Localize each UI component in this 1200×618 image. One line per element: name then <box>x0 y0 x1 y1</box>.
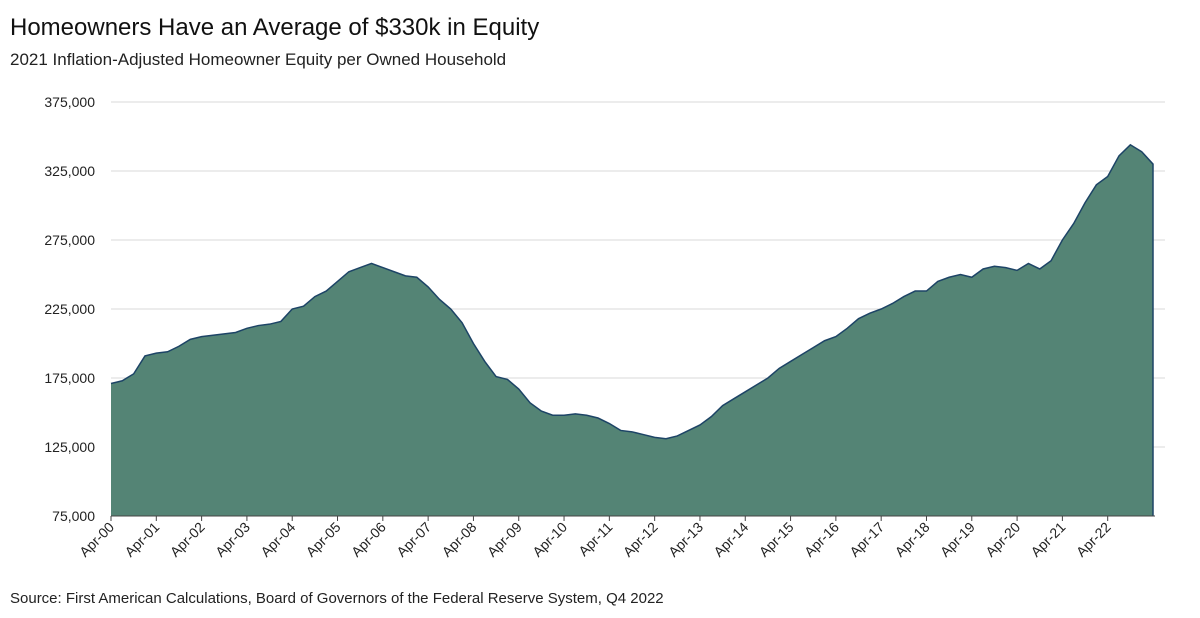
x-tick-label: Apr-14 <box>710 519 751 560</box>
x-tick-label: Apr-05 <box>303 519 344 560</box>
x-tick-label: Apr-10 <box>529 519 570 560</box>
x-tick-label: Apr-09 <box>484 519 525 560</box>
x-tick-label: Apr-12 <box>620 519 661 560</box>
x-tick-label: Apr-04 <box>257 519 298 560</box>
x-tick-label: Apr-22 <box>1073 519 1114 560</box>
x-tick-label: Apr-02 <box>167 519 208 560</box>
x-tick-label: Apr-13 <box>665 519 706 560</box>
y-axis: 75,000 125,000 175,000 225,000 275,000 325,00… <box>44 94 95 524</box>
x-tick-label: Apr-06 <box>348 519 389 560</box>
x-tick-label: Apr-15 <box>756 519 797 560</box>
x-tick-label: Apr-16 <box>801 519 842 560</box>
area-series <box>110 143 1154 516</box>
x-tick-label: Apr-20 <box>982 519 1023 560</box>
y-tick-label: 375,000 <box>44 94 95 110</box>
x-tick-label: Apr-19 <box>937 519 978 560</box>
source-note: Source: First American Calculations, Boa… <box>10 590 664 607</box>
x-tick-label: Apr-07 <box>393 519 434 560</box>
x-tick-label: Apr-18 <box>892 519 933 560</box>
chart-title: Homeowners Have an Average of $330k in E… <box>10 14 540 41</box>
x-tick-label: Apr-11 <box>575 519 615 559</box>
y-tick-label: 175,000 <box>44 370 95 386</box>
x-tick-label: Apr-01 <box>121 519 162 560</box>
chart-subtitle: 2021 Inflation-Adjusted Homeowner Equity… <box>10 50 507 69</box>
y-tick-label: 275,000 <box>44 232 95 248</box>
area-line <box>110 143 1154 516</box>
x-tick-label: Apr-00 <box>76 519 117 560</box>
area-fill <box>111 144 1153 516</box>
x-tick-label: Apr-21 <box>1027 519 1068 560</box>
x-tick-label: Apr-03 <box>212 519 253 560</box>
x-tick-label: Apr-08 <box>439 519 480 560</box>
y-tick-label: 225,000 <box>44 301 95 317</box>
x-tick-label: Apr-17 <box>846 519 887 560</box>
x-axis <box>110 515 1155 521</box>
y-tick-label: 125,000 <box>44 439 95 455</box>
y-tick-label: 325,000 <box>44 163 95 179</box>
y-tick-label: 75,000 <box>52 508 95 524</box>
x-tick-labels: Apr-00 Apr-01 Apr-02 Apr-03 Apr-04 Apr-05 Apr-… <box>76 519 1114 560</box>
